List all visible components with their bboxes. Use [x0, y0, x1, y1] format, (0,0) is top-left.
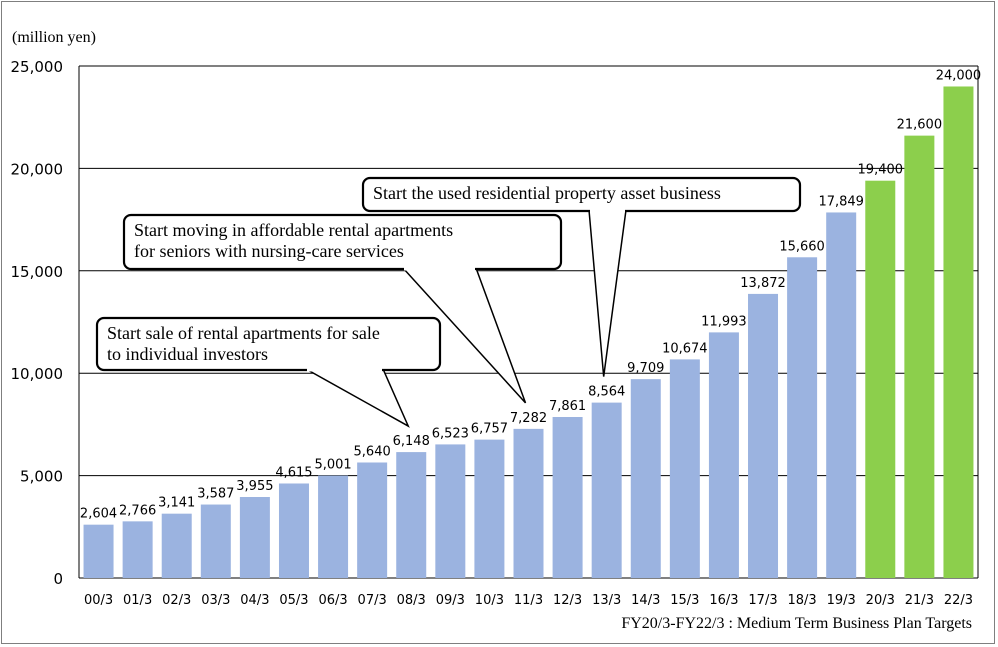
bar [122, 521, 153, 578]
callout-text: Start sale of rental apartments for sale [107, 323, 380, 343]
x-tick-label: 11/3 [514, 593, 543, 608]
x-tick-label: 10/3 [475, 593, 504, 608]
bar [904, 135, 935, 578]
x-tick-label: 12/3 [553, 593, 582, 608]
value-label: 3,955 [236, 479, 273, 494]
x-tick-label: 22/3 [944, 593, 973, 608]
x-tick-label: 08/3 [397, 593, 426, 608]
value-label: 3,141 [158, 496, 195, 511]
callout-box [122, 213, 563, 271]
x-tick-label: 01/3 [123, 593, 152, 608]
callout: Start sale of rental apartments for sale… [95, 316, 442, 428]
value-label: 10,674 [662, 341, 708, 356]
value-label: 6,757 [471, 422, 508, 437]
callout: Start the used residential property asse… [361, 176, 802, 377]
value-label: 8,564 [588, 385, 625, 400]
callout-box [95, 316, 442, 372]
value-label: 3,587 [197, 487, 234, 502]
y-tick-label: 25,000 [11, 58, 64, 76]
bar [552, 417, 583, 578]
value-label: 4,615 [275, 465, 312, 480]
bar [826, 212, 857, 578]
x-tick-label: 03/3 [201, 593, 230, 608]
bar [787, 257, 818, 578]
y-tick-label: 0 [53, 570, 63, 588]
bar [318, 475, 349, 578]
bar [474, 439, 505, 578]
value-label: 21,600 [897, 118, 943, 133]
unit-label: (million yen) [12, 29, 96, 46]
value-label: 15,660 [779, 239, 825, 254]
x-tick-label: 17/3 [748, 593, 777, 608]
bar [591, 402, 622, 578]
x-tick-label: 14/3 [631, 593, 660, 608]
x-tick-label: 09/3 [436, 593, 465, 608]
callout-text: to individual investors [107, 344, 268, 364]
bar [943, 86, 974, 578]
x-tick-label: 02/3 [162, 593, 191, 608]
value-label: 6,523 [432, 426, 469, 441]
x-tick-label: 06/3 [318, 593, 347, 608]
bar [200, 504, 231, 578]
value-label: 2,766 [119, 503, 156, 518]
callout-pointer [303, 368, 410, 428]
y-tick-label: 15,000 [11, 263, 64, 281]
callout-pointer [588, 209, 627, 377]
bar [83, 524, 114, 578]
value-label: 7,861 [549, 399, 586, 414]
callout-text: for seniors with nursing-care services [134, 241, 404, 261]
value-label: 9,709 [627, 361, 664, 376]
x-tick-label: 15/3 [670, 593, 699, 608]
x-tick-label: 21/3 [905, 593, 934, 608]
bar [161, 513, 192, 578]
bar [748, 293, 779, 578]
callout: Start moving in affordable rental apartm… [122, 213, 563, 404]
callout-text: Start moving in affordable rental apartm… [134, 220, 453, 240]
value-label: 2,604 [80, 507, 117, 522]
value-label: 13,872 [740, 276, 786, 291]
bar [278, 483, 309, 578]
bar [396, 452, 427, 578]
value-label: 11,993 [701, 314, 747, 329]
bar [708, 332, 739, 578]
y-tick-label: 5,000 [20, 468, 63, 486]
value-label: 19,400 [858, 163, 904, 178]
bar [865, 180, 896, 579]
y-tick-label: 20,000 [11, 160, 64, 178]
bar [630, 379, 661, 578]
x-tick-label: 16/3 [709, 593, 738, 608]
bar [239, 497, 270, 578]
x-tick-label: 05/3 [279, 593, 308, 608]
bar [357, 462, 388, 578]
x-tick-label: 00/3 [84, 593, 113, 608]
value-label: 7,282 [510, 411, 547, 426]
x-tick-label: 20/3 [866, 593, 895, 608]
value-label: 17,849 [818, 194, 864, 209]
x-tick-label: 13/3 [592, 593, 621, 608]
callout-text: Start the used residential property asse… [373, 183, 721, 203]
value-label: 24,000 [936, 68, 982, 83]
x-tick-label: 07/3 [358, 593, 387, 608]
value-label: 6,148 [393, 434, 430, 449]
bar [513, 428, 544, 578]
x-tick-label: 04/3 [240, 593, 269, 608]
x-tick-label: 19/3 [827, 593, 856, 608]
bar [435, 444, 466, 578]
x-tick-label: 18/3 [788, 593, 817, 608]
y-tick-label: 10,000 [11, 365, 64, 383]
callout-box [361, 176, 802, 213]
value-label: 5,640 [354, 444, 391, 459]
footnote: FY20/3-FY22/3 : Medium Term Business Pla… [621, 615, 972, 632]
bar [669, 359, 700, 578]
value-label: 5,001 [314, 458, 351, 473]
